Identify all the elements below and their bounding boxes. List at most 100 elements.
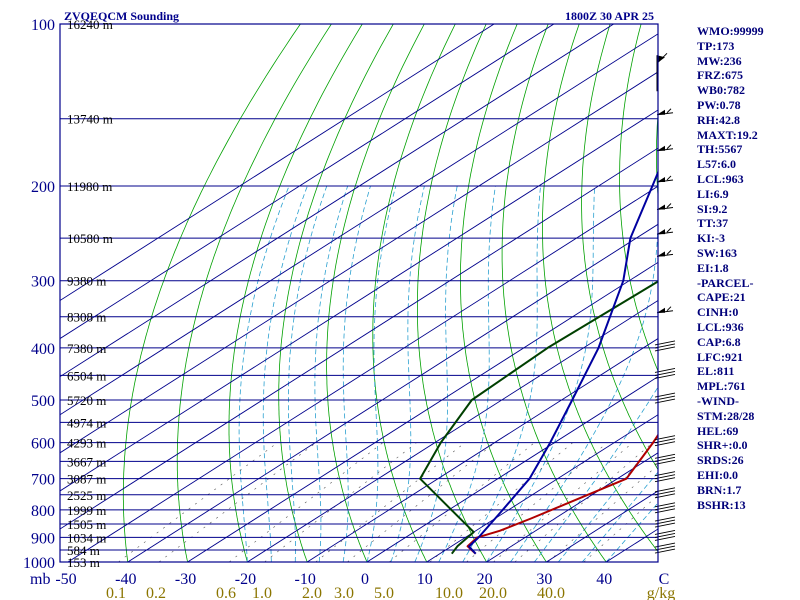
mixing-ratio-line: [347, 442, 496, 562]
pressure-label: 300: [31, 274, 55, 291]
index-item: SI:9.2: [697, 201, 728, 216]
dry-adiabat: [278, 24, 394, 562]
pressure-label: 900: [31, 530, 55, 547]
temperature-label: 30: [536, 571, 552, 588]
mixing-ratio-label: 20.0: [479, 585, 507, 600]
temperature-label: 40: [596, 571, 612, 588]
moist-adiabat: [558, 435, 658, 562]
height-label: 584 m: [67, 543, 100, 558]
index-item: BRN:1.7: [697, 482, 742, 497]
dry-adiabat: [122, 24, 301, 562]
index-item: CAP:6.8: [697, 334, 741, 349]
height-label: 153 m: [67, 555, 100, 570]
height-label: 4974 m: [67, 415, 106, 430]
index-item: STM:28/28: [697, 408, 755, 423]
isotherm: [60, 109, 658, 492]
mixing-ratio-line: [547, 464, 658, 562]
height-label: 1999 m: [67, 503, 106, 518]
sounding-traces: [419, 169, 658, 555]
index-item: SRDS:26: [697, 453, 744, 468]
height-label: 4293 m: [67, 436, 106, 451]
height-label: 3667 m: [67, 454, 106, 469]
wind-barb: [656, 203, 674, 210]
index-item: CAPE:21: [697, 290, 746, 305]
index-item: LCL:963: [697, 172, 744, 186]
plot-frame: [59, 23, 659, 563]
isotherm: [67, 185, 658, 562]
index-item: EL:811: [697, 364, 735, 379]
mixing-ratio-label: 5.0: [374, 585, 394, 600]
isotherm: [486, 452, 658, 562]
mixing-ratio-line: [118, 442, 278, 562]
temperature-label: 0: [361, 571, 369, 588]
height-label: 1505 m: [67, 517, 106, 532]
moist-adiabat: [262, 185, 308, 562]
temperature-label: -40: [115, 571, 136, 588]
mixing-ratio-label: 2.0: [302, 585, 322, 600]
index-item: PW:0.78: [697, 98, 741, 112]
wind-barb: [656, 250, 674, 257]
isotherm: [60, 24, 555, 340]
isotherm: [247, 299, 658, 562]
index-item: SHR+:0.0: [697, 438, 748, 453]
parcel-trace: [468, 169, 658, 555]
moist-adiabat: [605, 502, 658, 562]
mixing-ratio-label: 3.0: [334, 585, 354, 600]
index-item: MW:236: [697, 53, 742, 68]
isotherm: [60, 33, 658, 416]
height-label: 1034 m: [67, 530, 106, 545]
index-item: TH:5567: [697, 142, 743, 157]
wind-barb: [656, 144, 674, 152]
index-item: WB0:782: [697, 83, 745, 98]
temperature-label: -30: [175, 571, 196, 588]
index-item: FRZ:675: [697, 68, 743, 83]
moist-adiabat: [238, 185, 290, 562]
moist-adiabat: [342, 185, 371, 562]
height-label: 7380 m: [67, 341, 106, 356]
isotherm: [366, 376, 658, 562]
moist-adiabat: [581, 471, 658, 562]
mixing-ratio-line: [315, 442, 466, 562]
isotherm: [60, 24, 614, 378]
pressure-label: 1000: [23, 555, 55, 572]
height-label: 8308 m: [67, 310, 106, 325]
mixing-ratio-label: 0.6: [216, 585, 236, 600]
height-label: 11980 m: [67, 179, 112, 194]
isotherm: [60, 147, 658, 530]
isotherm: [60, 24, 495, 302]
isotherm: [60, 71, 658, 454]
valid-time: 1800Z 30 APR 25: [565, 9, 654, 23]
moist-adiabat: [438, 185, 496, 562]
index-item: KI:-3: [697, 231, 725, 246]
moist-adiabat: [510, 218, 658, 562]
pressure-label: 600: [31, 436, 55, 453]
isotherm: [127, 223, 658, 562]
temperature-label: -10: [295, 571, 316, 588]
temperature-label: C: [659, 571, 670, 588]
height-label: 10580 m: [67, 231, 113, 246]
grid-lines: [60, 24, 800, 562]
index-item: RH:42.8: [697, 112, 740, 127]
wind-barb: [656, 108, 674, 116]
isotherm: [546, 490, 658, 562]
isotherm: [187, 261, 658, 562]
height-label: 6504 m: [67, 368, 106, 383]
index-item: L57:6.0: [697, 157, 736, 172]
moist-adiabat: [366, 185, 397, 562]
index-item: LFC:921: [697, 349, 743, 364]
index-item: -WIND-: [697, 394, 739, 408]
mixing-ratio-line: [514, 442, 653, 562]
dry-adiabat: [794, 24, 800, 562]
wind-barb: [656, 52, 668, 92]
isotherm: [306, 338, 658, 562]
index-item: LCL:936: [697, 320, 744, 334]
isotherm: [426, 414, 658, 562]
index-item: WMO:99999: [697, 24, 764, 38]
index-item: HEL:69: [697, 423, 739, 438]
temperature-label: 20: [477, 571, 493, 588]
height-label: 5720 m: [67, 393, 106, 408]
index-item: LI:6.9: [697, 186, 729, 201]
temperature-label: 10: [417, 571, 433, 588]
index-item: BSHR:13: [697, 497, 746, 512]
